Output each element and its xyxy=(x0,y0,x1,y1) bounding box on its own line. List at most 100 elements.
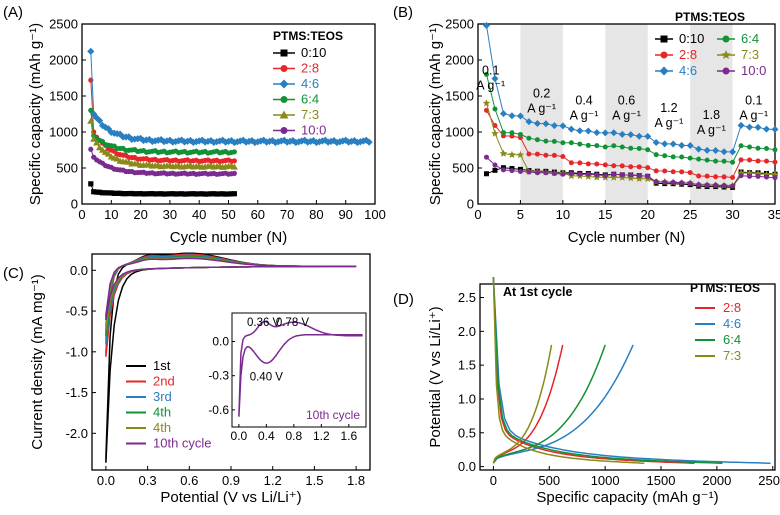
data-point xyxy=(636,164,642,170)
data-point xyxy=(585,142,591,148)
data-point xyxy=(670,154,676,160)
panel-label: (D) xyxy=(393,291,414,308)
legend-label: 0:10 xyxy=(679,31,704,46)
data-point xyxy=(653,152,659,158)
data-point xyxy=(306,137,315,145)
data-point xyxy=(704,182,710,188)
y-tick-label: 0 xyxy=(71,197,78,212)
data-point xyxy=(526,169,532,175)
data-point xyxy=(577,141,583,147)
legend-marker xyxy=(280,127,288,134)
panel-label: (A) xyxy=(3,4,23,21)
data-point xyxy=(713,158,719,164)
data-point xyxy=(491,129,499,137)
panel-a: (A)0 10 20 30 40 50 60 70 80 90 100050010001500200… xyxy=(3,4,386,246)
data-point xyxy=(772,147,778,153)
data-point xyxy=(543,138,549,144)
x-tick-label: 10 xyxy=(556,207,570,222)
data-point xyxy=(653,168,659,174)
x-tick-label: 90 xyxy=(338,207,352,222)
charge-curve-7:3 xyxy=(492,344,553,464)
inset-y-tick-label: 0.0 xyxy=(212,335,229,349)
panel-c: (C) 0.0 0.3 0.6 0.9 1.2 1.5 1.8 0.0 -0.5 -1.0 -1.5 -… xyxy=(3,252,371,506)
data-point xyxy=(644,132,652,140)
data-point xyxy=(525,118,533,126)
panel-b: (B) 0 5 10 15 20 25 30 35 0 500 1000 1500 2000 2500 Cyc… xyxy=(393,4,780,246)
data-point xyxy=(87,47,95,55)
rate-label: 1.8 xyxy=(703,108,720,122)
data-point xyxy=(170,191,176,197)
data-point xyxy=(179,191,185,197)
y-tick-label: 2500 xyxy=(445,17,474,32)
series-7:3 xyxy=(87,117,238,170)
data-point xyxy=(611,143,617,149)
data-point xyxy=(93,139,101,146)
data-point xyxy=(359,137,367,145)
data-point xyxy=(220,191,226,197)
data-point xyxy=(568,160,574,166)
cv-curve-5 xyxy=(105,257,357,321)
y-tick-label: 1500 xyxy=(49,89,78,104)
data-point xyxy=(713,174,719,180)
discharge-curve-7:3 xyxy=(492,277,645,464)
data-point xyxy=(670,169,676,175)
y-tick-label: 500 xyxy=(452,161,474,176)
series-10:0 xyxy=(88,146,237,177)
series-6:4 xyxy=(483,71,778,165)
data-point xyxy=(88,107,94,113)
data-point xyxy=(356,138,364,146)
data-point xyxy=(611,171,617,177)
legend-label: 6:4 xyxy=(741,31,759,46)
data-point xyxy=(99,190,106,196)
inset-x-tick-label: 0.4 xyxy=(258,429,275,443)
data-point xyxy=(602,144,608,150)
data-point xyxy=(123,191,129,197)
x-tick-label: 25 xyxy=(683,207,697,222)
data-point xyxy=(747,157,753,163)
y-tick-label: 0 xyxy=(467,197,474,212)
y-tick-label: 1000 xyxy=(49,125,78,140)
y-tick-label: 1.0 xyxy=(458,391,476,406)
data-point xyxy=(95,117,104,125)
data-point xyxy=(661,140,669,148)
legend-marker xyxy=(660,51,668,59)
plot-frame xyxy=(81,23,376,205)
x-tick-label: 30 xyxy=(163,207,177,222)
x-tick-label: 70 xyxy=(280,207,294,222)
discharge-curve-6:4 xyxy=(492,277,723,464)
data-point xyxy=(534,151,540,157)
y-axis-label: Potential (V vs Li/Li⁺) xyxy=(427,306,444,447)
data-point xyxy=(730,174,736,180)
data-point xyxy=(568,170,574,176)
data-point xyxy=(611,163,617,169)
data-point xyxy=(184,191,191,197)
legend-label: 6:4 xyxy=(301,92,319,107)
series-0:10 xyxy=(88,181,237,197)
data-point xyxy=(254,138,262,146)
data-point xyxy=(211,191,217,197)
y-tick-label: 0.0 xyxy=(458,459,476,474)
data-point xyxy=(499,149,508,157)
rate-unit: A g⁻¹ xyxy=(570,109,599,123)
data-point xyxy=(173,191,179,197)
data-point xyxy=(679,180,685,186)
data-point xyxy=(155,191,161,197)
legend-label: 7:3 xyxy=(301,107,319,122)
data-point xyxy=(602,173,608,179)
rate-label: 0.1 xyxy=(482,63,499,77)
data-point xyxy=(225,191,232,197)
series-4:6 xyxy=(87,47,373,147)
charge-curve-4:6 xyxy=(492,344,634,464)
data-point xyxy=(483,154,489,160)
data-point xyxy=(755,145,761,151)
x-tick-label: 1.8 xyxy=(347,473,365,488)
x-tick-label: 35 xyxy=(768,207,780,222)
x-tick-label: 30 xyxy=(725,207,739,222)
x-tick-label: 0.0 xyxy=(97,473,115,488)
data-point xyxy=(695,145,703,153)
data-point xyxy=(704,173,710,179)
data-point xyxy=(152,191,158,197)
x-tick-label: 1.2 xyxy=(264,473,282,488)
data-point xyxy=(193,191,199,197)
data-point xyxy=(217,191,223,197)
